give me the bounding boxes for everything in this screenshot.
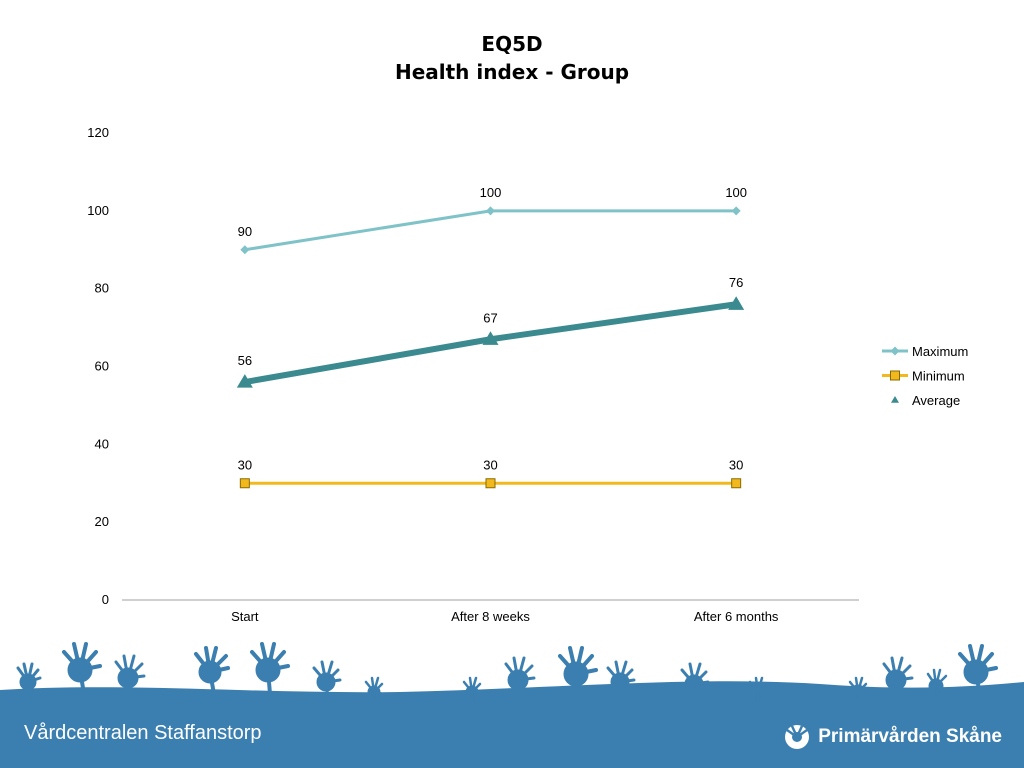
footer-logo: Primärvården Skåne <box>784 724 1002 750</box>
legend-label: Minimum <box>912 369 965 384</box>
y-tick-label: 80 <box>95 281 109 296</box>
data-point-maximum <box>731 206 741 216</box>
data-label: 30 <box>483 457 497 472</box>
x-tick-label: After 6 months <box>694 609 779 624</box>
footer-band <box>0 642 1024 768</box>
y-tick-label: 120 <box>87 125 109 140</box>
line-chart: 0 20 40 60 80 100 120 Start After 8 weeks After 6… <box>87 125 968 624</box>
legend-label: Average <box>912 393 960 408</box>
data-point-maximum <box>240 245 250 255</box>
primarvarden-logo-icon <box>785 725 810 749</box>
y-tick-label: 20 <box>95 514 109 529</box>
y-tick-label: 60 <box>95 359 109 374</box>
y-tick-label: 40 <box>95 436 109 451</box>
x-tick-label: After 8 weeks <box>451 609 530 624</box>
data-label: 67 <box>483 310 497 325</box>
y-tick-label: 0 <box>102 592 109 607</box>
legend-label: Maximum <box>912 344 968 359</box>
data-label: 76 <box>729 275 743 290</box>
legend-marker <box>891 396 899 403</box>
data-point-minimum <box>731 478 742 489</box>
data-label: 30 <box>729 457 743 472</box>
data-point-maximum <box>486 206 495 216</box>
footer-wave <box>0 681 1024 768</box>
data-point-average <box>236 374 253 388</box>
chart-title-line-2: Health index - Group <box>394 60 630 84</box>
data-point-average <box>482 331 499 345</box>
y-tick-label: 100 <box>87 203 109 218</box>
data-point-average <box>728 296 745 310</box>
series-line-maximum <box>244 209 737 252</box>
data-point-minimum <box>485 478 496 489</box>
data-point-minimum <box>239 478 250 489</box>
data-label: 30 <box>238 457 252 472</box>
legend-marker <box>890 370 900 381</box>
chart-title-line-1: EQ5D <box>481 32 543 56</box>
data-label: 90 <box>238 224 252 239</box>
data-label: 100 <box>480 185 502 200</box>
footer-logo-text: Primärvården Skåne <box>818 726 1002 747</box>
data-label: 56 <box>238 353 252 368</box>
data-label: 100 <box>725 185 747 200</box>
legend-marker <box>890 346 900 356</box>
hand-figures-decoration <box>16 642 998 704</box>
chart-title: EQ5D Health index - Group <box>0 30 1024 86</box>
x-tick-label: Start <box>231 609 259 624</box>
footer-clinic-name: Vårdcentralen Staffanstorp <box>24 722 262 744</box>
